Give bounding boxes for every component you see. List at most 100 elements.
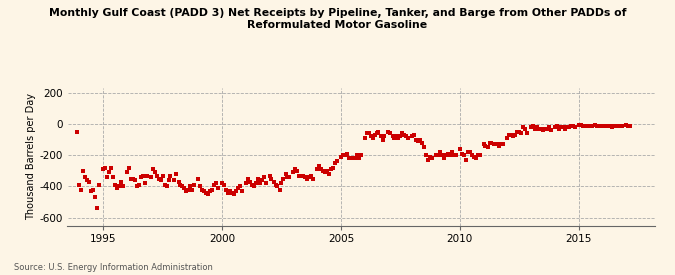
- Point: [100, 166, 111, 170]
- Point: [171, 172, 182, 176]
- Point: [520, 126, 531, 131]
- Point: [450, 153, 461, 157]
- Point: [579, 123, 590, 128]
- Point: [441, 153, 452, 157]
- Point: [145, 175, 156, 179]
- Point: [252, 177, 263, 181]
- Point: [105, 166, 116, 170]
- Point: [413, 139, 424, 143]
- Point: [288, 170, 299, 175]
- Point: [274, 187, 285, 192]
- Point: [340, 153, 350, 157]
- Point: [551, 123, 562, 128]
- Point: [625, 123, 636, 128]
- Point: [173, 180, 184, 184]
- Point: [153, 177, 164, 181]
- Point: [431, 153, 441, 157]
- Text: Source: U.S. Energy Information Administration: Source: U.S. Energy Information Administ…: [14, 263, 213, 272]
- Point: [460, 158, 471, 162]
- Point: [314, 164, 325, 168]
- Point: [528, 123, 539, 128]
- Point: [480, 144, 491, 148]
- Point: [464, 150, 475, 154]
- Point: [240, 181, 251, 186]
- Point: [234, 184, 245, 189]
- Point: [292, 169, 303, 173]
- Point: [444, 153, 455, 157]
- Point: [385, 131, 396, 136]
- Point: [478, 142, 489, 147]
- Point: [179, 186, 190, 190]
- Point: [207, 187, 217, 192]
- Point: [577, 123, 588, 128]
- Point: [272, 184, 283, 189]
- Point: [205, 189, 215, 193]
- Point: [300, 175, 310, 179]
- Point: [597, 123, 608, 128]
- Point: [397, 131, 408, 136]
- Point: [248, 184, 259, 189]
- Point: [213, 186, 223, 190]
- Point: [304, 175, 315, 179]
- Point: [623, 123, 634, 128]
- Point: [454, 147, 465, 151]
- Point: [545, 128, 556, 132]
- Point: [84, 180, 95, 184]
- Point: [264, 173, 275, 178]
- Point: [532, 125, 543, 129]
- Point: [510, 133, 520, 137]
- Point: [151, 173, 162, 178]
- Point: [302, 177, 313, 181]
- Point: [329, 161, 340, 165]
- Point: [556, 125, 566, 129]
- Point: [474, 153, 485, 157]
- Point: [506, 133, 517, 137]
- Point: [468, 155, 479, 159]
- Point: [223, 191, 234, 195]
- Y-axis label: Thousand Barrels per Day: Thousand Barrels per Day: [26, 93, 36, 220]
- Point: [554, 126, 564, 131]
- Point: [486, 141, 497, 145]
- Point: [508, 134, 518, 139]
- Point: [443, 152, 454, 156]
- Point: [613, 123, 624, 128]
- Point: [435, 150, 446, 154]
- Point: [217, 181, 227, 186]
- Point: [189, 183, 200, 187]
- Point: [165, 173, 176, 178]
- Point: [346, 155, 356, 160]
- Point: [259, 175, 269, 179]
- Point: [276, 181, 287, 186]
- Point: [104, 170, 115, 175]
- Point: [141, 173, 152, 178]
- Point: [108, 175, 119, 179]
- Point: [197, 187, 208, 192]
- Point: [389, 136, 400, 140]
- Point: [418, 145, 429, 150]
- Point: [423, 158, 433, 162]
- Point: [344, 155, 354, 160]
- Point: [139, 181, 150, 186]
- Point: [126, 177, 136, 181]
- Point: [335, 155, 346, 159]
- Point: [169, 178, 180, 182]
- Point: [375, 134, 386, 139]
- Point: [593, 124, 604, 128]
- Point: [437, 153, 448, 157]
- Point: [562, 125, 572, 129]
- Point: [284, 175, 295, 179]
- Point: [583, 123, 594, 128]
- Point: [177, 184, 188, 189]
- Point: [161, 184, 172, 189]
- Point: [82, 178, 92, 182]
- Point: [560, 126, 570, 131]
- Point: [338, 153, 348, 157]
- Point: [183, 187, 194, 192]
- Point: [353, 156, 364, 161]
- Point: [323, 172, 334, 176]
- Point: [349, 155, 360, 160]
- Point: [98, 167, 109, 171]
- Point: [227, 191, 238, 195]
- Point: [318, 169, 329, 173]
- Point: [134, 183, 144, 187]
